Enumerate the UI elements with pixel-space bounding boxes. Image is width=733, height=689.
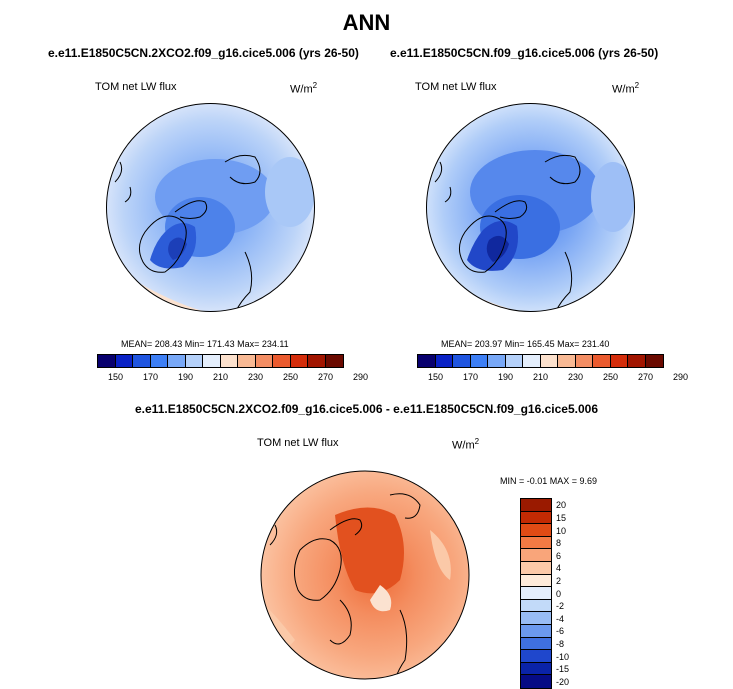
colorbar-swatch (308, 355, 326, 367)
colorbar-swatch (521, 662, 551, 676)
panel2-polar-map (426, 103, 635, 312)
panel1-colorbar (97, 354, 344, 368)
panel2-units: W/m2 (612, 81, 640, 96)
colorbar-tick-label: 270 (637, 372, 654, 382)
colorbar-swatch (521, 599, 551, 613)
colorbar-tick-label: -15 (556, 664, 570, 675)
colorbar-tick-label: 10 (556, 525, 567, 536)
colorbar-tick-label: 4 (556, 563, 562, 574)
panel1-units: W/m2 (290, 81, 318, 96)
colorbar-swatch (540, 355, 558, 367)
colorbar-swatch (523, 355, 541, 367)
colorbar-tick-label: 170 (462, 372, 479, 382)
colorbar-swatch (521, 524, 551, 537)
diff-colorbar-ticks: 20 15 10 8 6 4 2 0 -2 -4 -6 -8 -10 -15 -20 (556, 498, 586, 688)
colorbar-swatch (203, 355, 221, 367)
diff-units: W/m2 (452, 437, 480, 452)
colorbar-swatch (273, 355, 291, 367)
colorbar-swatch (325, 355, 343, 367)
panel2-variable-label: TOM net LW flux (415, 81, 497, 93)
colorbar-tick-label: -2 (556, 601, 565, 612)
panel2-colorbar (417, 354, 664, 368)
colorbar-swatch (133, 355, 151, 367)
diff-title: e.e11.E1850C5CN.2XCO2.f09_g16.cice5.006 … (135, 402, 598, 416)
colorbar-swatch (185, 355, 203, 367)
panel1-stats: MEAN= 208.43 Min= 171.43 Max= 234.11 (121, 339, 289, 349)
colorbar-swatch (255, 355, 273, 367)
panel1-polar-map (106, 103, 315, 312)
colorbar-swatch (418, 355, 436, 367)
colorbar-swatch (150, 355, 168, 367)
colorbar-tick-label: -4 (556, 613, 565, 624)
colorbar-swatch (521, 612, 551, 625)
colorbar-swatch (470, 355, 488, 367)
diff-colorbar (520, 498, 552, 689)
colorbar-tick-label: 270 (317, 372, 334, 382)
colorbar-tick-label: 150 (427, 372, 444, 382)
colorbar-tick-label: 210 (212, 372, 229, 382)
colorbar-swatch (645, 355, 663, 367)
colorbar-tick-label: 290 (352, 372, 369, 382)
colorbar-swatch (521, 536, 551, 550)
colorbar-swatch (521, 499, 551, 512)
colorbar-tick-label: 250 (602, 372, 619, 382)
colorbar-swatch (593, 355, 611, 367)
colorbar-swatch (453, 355, 471, 367)
colorbar-tick-label: 20 (556, 500, 567, 511)
colorbar-tick-label: 190 (177, 372, 194, 382)
colorbar-tick-label: 210 (532, 372, 549, 382)
colorbar-swatch (610, 355, 628, 367)
panel2-stats: MEAN= 203.97 Min= 165.45 Max= 231.40 (441, 339, 610, 349)
diff-variable-label: TOM net LW flux (257, 437, 339, 449)
colorbar-swatch (220, 355, 238, 367)
colorbar-swatch (521, 574, 551, 588)
colorbar-swatch (521, 624, 551, 638)
colorbar-swatch (521, 549, 551, 562)
colorbar-tick-label: 230 (567, 372, 584, 382)
panel1-variable-label: TOM net LW flux (95, 81, 177, 93)
colorbar-tick-label: 170 (142, 372, 159, 382)
colorbar-tick-label: 0 (556, 588, 562, 599)
colorbar-swatch (521, 675, 551, 688)
colorbar-tick-label: 2 (556, 575, 562, 586)
colorbar-tick-label: 6 (556, 550, 562, 561)
diff-polar-map (260, 470, 470, 680)
colorbar-swatch (238, 355, 256, 367)
colorbar-tick-label: 150 (107, 372, 124, 382)
colorbar-swatch (115, 355, 133, 367)
colorbar-tick-label: 230 (247, 372, 264, 382)
colorbar-swatch (521, 587, 551, 600)
colorbar-swatch (168, 355, 186, 367)
colorbar-swatch (505, 355, 523, 367)
colorbar-tick-label: 250 (282, 372, 299, 382)
colorbar-tick-label: -6 (556, 626, 565, 637)
colorbar-tick-label: -10 (556, 651, 570, 662)
colorbar-swatch (488, 355, 506, 367)
figure-title: ANN (342, 10, 391, 35)
colorbar-swatch (521, 637, 551, 651)
panel1-case-title: e.e11.E1850C5CN.2XCO2.f09_g16.cice5.006 … (48, 46, 359, 60)
colorbar-swatch (98, 355, 116, 367)
colorbar-tick-label: 190 (497, 372, 514, 382)
panel2-case-title: e.e11.E1850C5CN.f09_g16.cice5.006 (yrs 2… (390, 46, 659, 60)
panel2-colorbar-ticks: 150 170 190 210 230 250 270 290 (417, 372, 688, 384)
colorbar-tick-label: 15 (556, 512, 567, 523)
colorbar-swatch (521, 561, 551, 575)
colorbar-swatch (290, 355, 308, 367)
colorbar-swatch (521, 650, 551, 663)
colorbar-tick-label: -8 (556, 638, 565, 649)
colorbar-tick-label: 290 (672, 372, 689, 382)
diff-stats: MIN = -0.01 MAX = 9.69 (500, 476, 598, 486)
colorbar-tick-label: 8 (556, 538, 562, 549)
colorbar-swatch (575, 355, 593, 367)
colorbar-swatch (628, 355, 646, 367)
panel1-colorbar-ticks: 150 170 190 210 230 250 270 290 (97, 372, 368, 384)
colorbar-swatch (435, 355, 453, 367)
colorbar-swatch (521, 511, 551, 525)
colorbar-tick-label: -20 (556, 676, 570, 687)
colorbar-swatch (558, 355, 576, 367)
